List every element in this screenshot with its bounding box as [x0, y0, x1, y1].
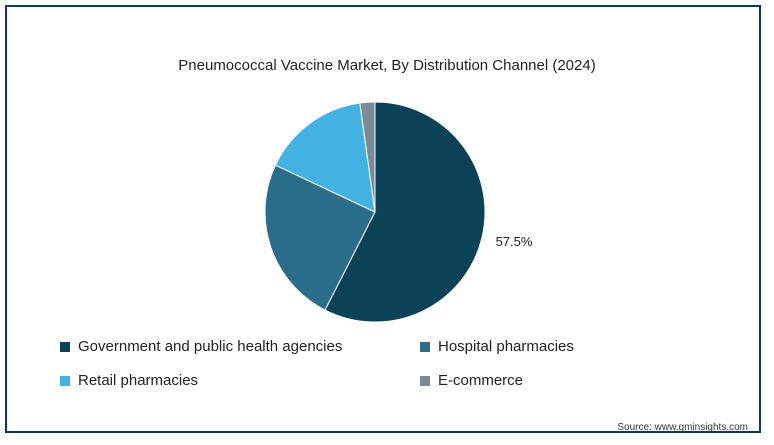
legend-label-hospital: Hospital pharmacies: [438, 338, 574, 355]
legend-item-retail: Retail pharmacies: [60, 372, 198, 389]
data-label-government: 57.5%: [496, 234, 533, 249]
pie-slice-government: [324, 101, 486, 323]
source-note: Source: www.gminsights.com: [617, 422, 748, 433]
chart-title: Pneumococcal Vaccine Market, By Distribu…: [178, 57, 596, 74]
legend-item-hospital: Hospital pharmacies: [420, 338, 574, 355]
pie-slice-hospital: [264, 164, 376, 311]
legend-swatch-government: [60, 341, 70, 352]
legend-label-government: Government and public health agencies: [78, 338, 343, 355]
legend-swatch-retail: [60, 375, 70, 386]
legend-swatch-ecommerce: [420, 375, 430, 386]
pie-slice-retail: [274, 102, 376, 213]
legend-label-ecommerce: E-commerce: [438, 372, 524, 389]
legend-swatch-hospital: [420, 341, 430, 352]
legend-label-retail: Retail pharmacies: [78, 372, 199, 389]
legend-item-government: Government and public health agencies: [60, 338, 342, 355]
legend-item-ecommerce: E-commerce: [420, 372, 523, 389]
pie-slice-ecommerce: [359, 101, 376, 213]
